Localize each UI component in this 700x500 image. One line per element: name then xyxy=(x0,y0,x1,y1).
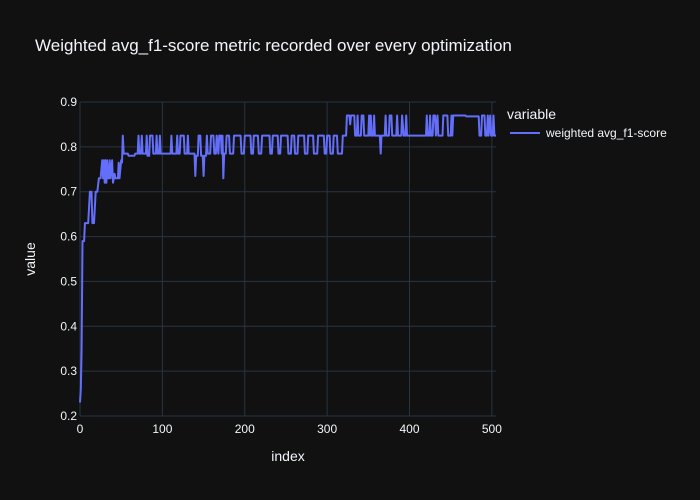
y-tick-label: 0.5 xyxy=(60,274,77,288)
y-tick-label: 0.8 xyxy=(60,140,77,154)
y-tick-label: 0.9 xyxy=(60,95,77,109)
chart-title: Weighted avg_f1-score metric recorded ov… xyxy=(35,36,512,55)
y-tick-label: 0.4 xyxy=(60,319,77,333)
x-tick-label: 200 xyxy=(235,422,255,436)
x-tick-label: 300 xyxy=(317,422,337,436)
x-tick-label: 500 xyxy=(482,422,502,436)
series-layer xyxy=(79,114,496,403)
y-tick-labels: 0.2 0.3 0.4 0.5 0.6 0.7 0.8 0.9 xyxy=(60,95,77,423)
x-tick-label: 0 xyxy=(77,422,84,436)
y-tick-label: 0.7 xyxy=(60,185,77,199)
x-tick-labels: 0 100 200 300 400 500 xyxy=(77,422,503,436)
legend[interactable]: variable weighted avg_f1-score xyxy=(507,106,667,140)
y-tick-label: 0.6 xyxy=(60,230,77,244)
x-axis-title: index xyxy=(271,448,304,464)
series-line[interactable] xyxy=(79,114,496,403)
legend-title: variable xyxy=(507,106,556,122)
y-tick-label: 0.3 xyxy=(60,364,77,378)
x-tick-label: 100 xyxy=(152,422,172,436)
y-axis-title: value xyxy=(22,242,38,276)
legend-item-label[interactable]: weighted avg_f1-score xyxy=(545,126,667,140)
x-gridlines xyxy=(79,102,493,416)
x-tick-label: 400 xyxy=(399,422,419,436)
y-tick-label: 0.2 xyxy=(60,409,77,423)
